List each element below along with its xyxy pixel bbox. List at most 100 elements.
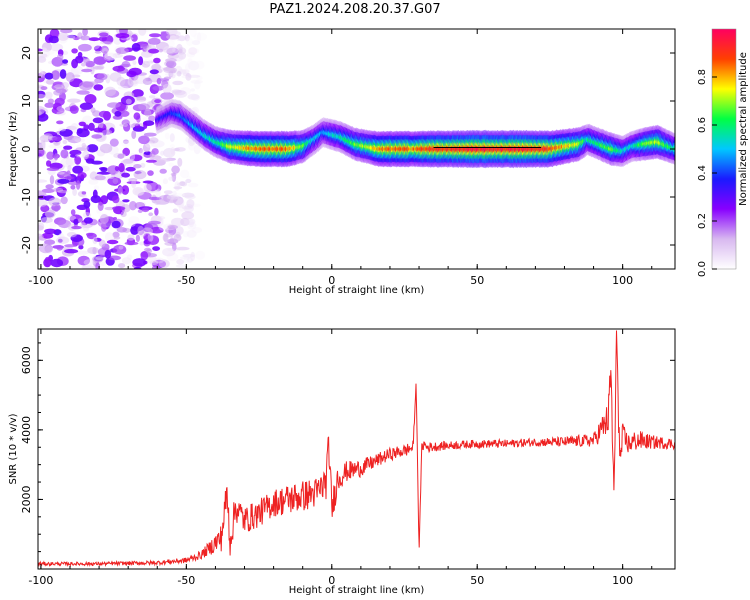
- noise-blob: [166, 29, 178, 36]
- noise-blob: [158, 259, 170, 269]
- noise-blob: [129, 154, 143, 162]
- noise-blob: [164, 132, 170, 140]
- noise-blob: [92, 189, 98, 199]
- noise-blob: [148, 115, 156, 122]
- noise-blob: [71, 225, 82, 230]
- noise-blob: [49, 220, 57, 230]
- noise-blob: [144, 58, 152, 65]
- noise-blob: [106, 239, 119, 245]
- noise-blob: [78, 43, 92, 52]
- x-tick-label: 0: [328, 274, 335, 287]
- noise-blob: [130, 80, 138, 85]
- noise-blob: [80, 35, 91, 41]
- noise-blob: [74, 155, 82, 165]
- noise-blob: [114, 166, 120, 172]
- noise-blob: [100, 222, 107, 232]
- y-tick-label: 6000: [20, 346, 33, 374]
- noise-blob: [182, 230, 189, 238]
- noise-blob: [188, 47, 200, 55]
- noise-blob: [97, 65, 105, 70]
- noise-blob: [191, 40, 201, 46]
- noise-blob: [116, 227, 128, 233]
- noise-blob: [59, 129, 73, 137]
- noise-blob: [38, 56, 47, 63]
- noise-blob: [186, 37, 194, 47]
- noise-blob: [69, 105, 79, 114]
- noise-blob: [137, 225, 145, 236]
- noise-blob: [127, 108, 134, 113]
- line-frame: [37, 328, 676, 570]
- noise-blob: [78, 81, 93, 91]
- noise-blob: [93, 56, 107, 65]
- noise-blob: [182, 253, 195, 258]
- noise-blob: [121, 172, 130, 178]
- noise-blob: [128, 216, 140, 224]
- noise-blob: [95, 256, 104, 261]
- noise-blob: [93, 84, 104, 91]
- noise-blob: [42, 133, 53, 140]
- noise-blob: [144, 247, 152, 252]
- noise-blob: [70, 209, 76, 216]
- noise-blob: [66, 125, 77, 131]
- noise-blob: [128, 178, 138, 182]
- noise-blob: [184, 34, 190, 42]
- noise-blob: [82, 57, 90, 64]
- noise-blob: [125, 98, 132, 105]
- noise-blob: [57, 54, 64, 61]
- noise-blob: [154, 207, 159, 216]
- noise-blob: [40, 86, 48, 91]
- noise-blob: [115, 47, 129, 54]
- noise-blob: [88, 179, 99, 185]
- noise-blob: [162, 178, 168, 185]
- y-tick-label: 20: [20, 46, 33, 60]
- noise-blob: [186, 51, 196, 58]
- noise-blob: [171, 217, 184, 227]
- noise-blob: [87, 247, 99, 254]
- noise-blob: [121, 61, 131, 68]
- noise-blob: [41, 188, 55, 193]
- noise-blob: [60, 196, 68, 205]
- noise-blob: [149, 226, 164, 234]
- noise-blob: [46, 160, 52, 167]
- noise-blob: [70, 123, 79, 133]
- noise-blob: [185, 63, 190, 73]
- noise-blob: [121, 257, 132, 265]
- noise-blob: [181, 69, 190, 74]
- noise-blob: [38, 147, 45, 157]
- noise-blob: [92, 117, 104, 124]
- y-tick-label: 0: [20, 146, 33, 153]
- noise-blob: [171, 165, 180, 174]
- noise-blob: [108, 255, 121, 261]
- noise-blob: [176, 259, 185, 265]
- noise-blob: [148, 196, 162, 201]
- noise-blob: [38, 94, 46, 99]
- noise-blob: [131, 130, 137, 139]
- noise-blob: [145, 159, 157, 163]
- noise-blob: [75, 55, 84, 64]
- noise-blob: [56, 245, 63, 251]
- noise-blob: [186, 199, 195, 208]
- noise-blob: [56, 120, 64, 125]
- colorbar-tick-label: 0.6: [697, 117, 708, 133]
- noise-blob: [176, 198, 185, 208]
- noise-blob: [51, 106, 65, 115]
- noise-blob: [177, 157, 183, 167]
- noise-blob: [154, 99, 162, 104]
- noise-blob: [181, 181, 188, 187]
- noise-blob: [91, 134, 103, 139]
- noise-blob: [56, 236, 70, 244]
- noise-blob: [160, 31, 166, 35]
- noise-blob: [179, 256, 191, 260]
- noise-blob: [170, 74, 176, 79]
- x-tick-label: -100: [28, 574, 53, 587]
- noise-blob: [138, 29, 147, 36]
- noise-blob: [44, 263, 51, 267]
- noise-blob: [38, 225, 44, 231]
- noise-blob: [78, 121, 87, 127]
- colorbar: [712, 29, 736, 269]
- noise-blob: [148, 48, 160, 54]
- x-axis-label: Height of straight line (km): [289, 585, 425, 596]
- noise-blob: [126, 181, 141, 185]
- noise-blob: [162, 247, 176, 257]
- noise-blob: [38, 137, 45, 143]
